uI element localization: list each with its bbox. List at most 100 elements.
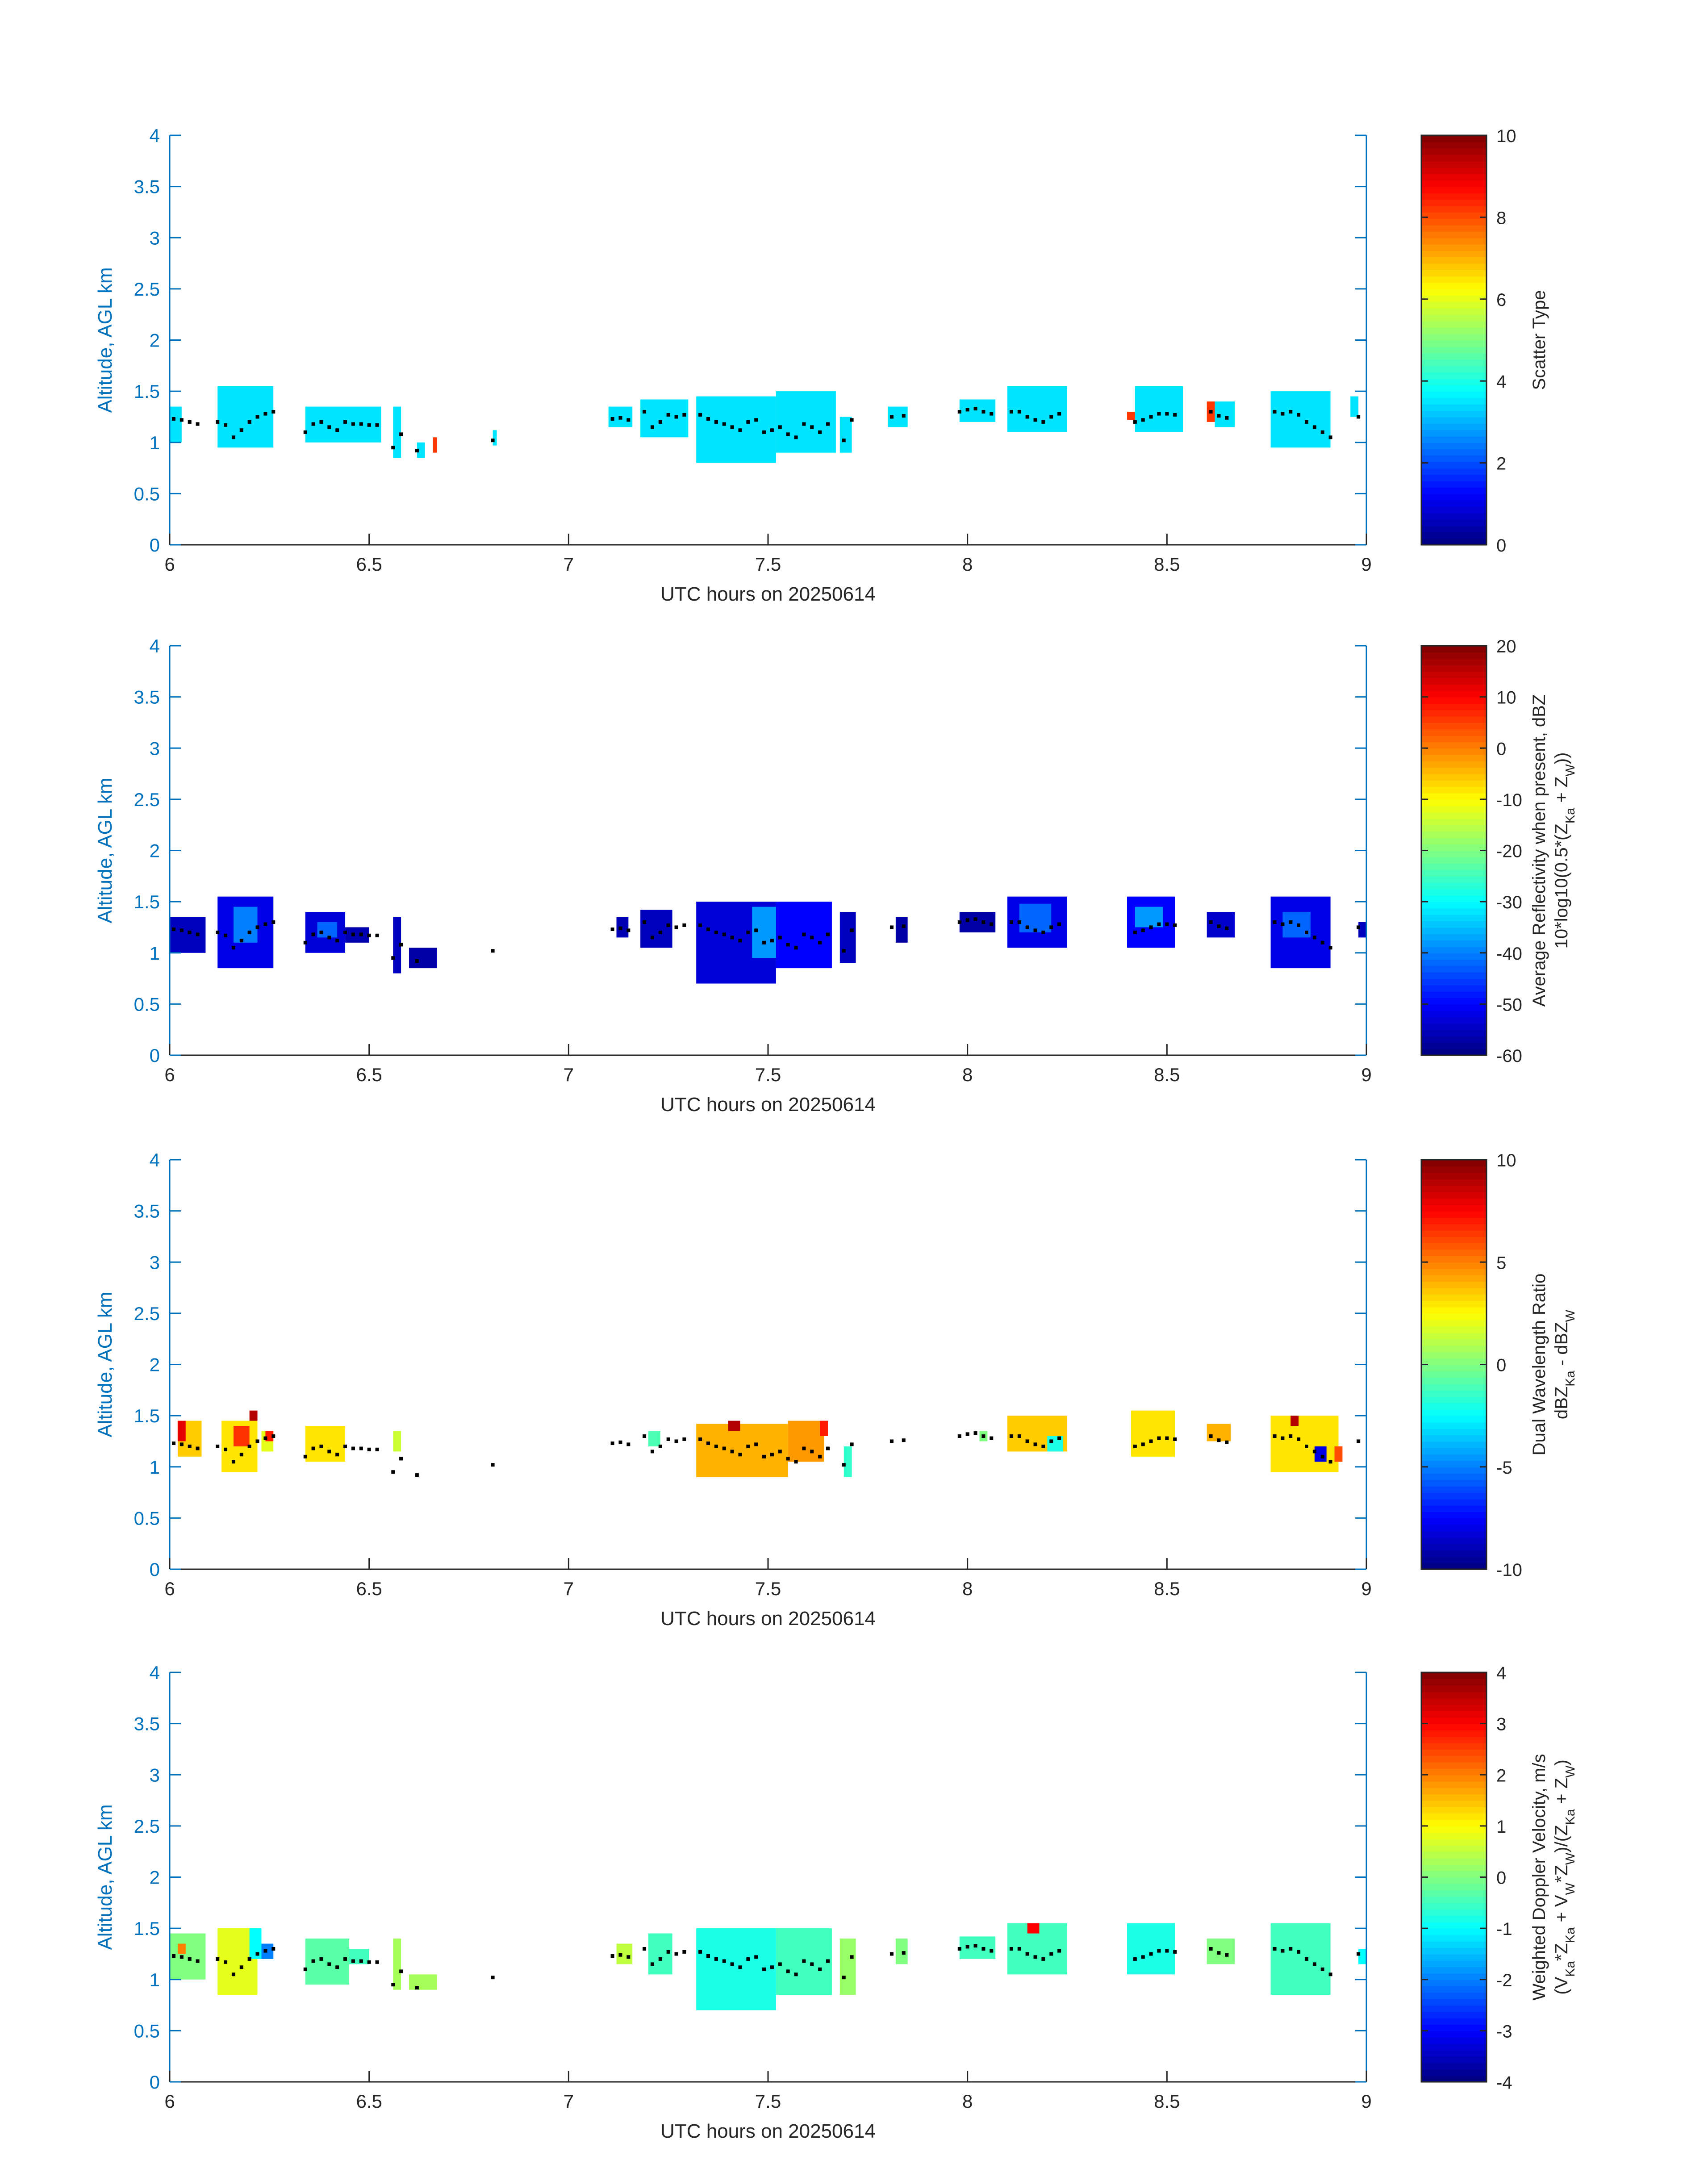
colorbar-band (1421, 748, 1487, 755)
colorbar-tick-label: -10 (1496, 1560, 1522, 1580)
colorbar-band (1421, 1736, 1487, 1743)
colorbar-band (1421, 1178, 1487, 1186)
cloud-base-marker (778, 1962, 782, 1966)
colorbar-band (1421, 532, 1487, 539)
colorbar-tick-label: -2 (1496, 1971, 1512, 1990)
colorbar-band (1421, 1390, 1487, 1397)
colorbar-band (1421, 1185, 1487, 1192)
colorbar-band (1421, 1255, 1487, 1263)
cloud-base-marker (889, 1952, 894, 1956)
y-tick-label: 1 (150, 432, 160, 453)
cloud-base-marker (415, 1473, 419, 1477)
cloud-base-marker (231, 1460, 235, 1464)
colorbar-band (1421, 276, 1487, 283)
colorbar-band (1421, 417, 1487, 424)
cloud-base-marker (1328, 1972, 1332, 1976)
colorbar-tick-label: 20 (1496, 637, 1516, 656)
heatmap-cell (1207, 1939, 1235, 1964)
colorbar-band (1421, 1672, 1487, 1680)
heatmap-cell (1334, 1446, 1343, 1462)
cloud-base-marker (335, 1965, 339, 1969)
colorbar-band (1421, 908, 1487, 915)
colorbar-band (1421, 372, 1487, 379)
cloud-base-marker (1217, 1951, 1221, 1955)
colorbar-band (1421, 1287, 1487, 1295)
colorbar-band (1421, 1518, 1487, 1525)
colorbar-band (1421, 850, 1487, 857)
cloud-base-marker (224, 933, 228, 937)
colorbar-band (1421, 959, 1487, 966)
colorbar-band (1421, 173, 1487, 181)
colorbar-band (1421, 449, 1487, 456)
cloud-base-marker (491, 1976, 495, 1980)
colorbar-band (1421, 1922, 1487, 1929)
cloud-base-marker (311, 422, 315, 426)
cloud-base-marker (674, 1952, 678, 1956)
colorbar-band (1421, 538, 1487, 545)
colorbar-band (1421, 1441, 1487, 1448)
colorbar-band (1421, 1396, 1487, 1404)
colorbar-band (1421, 1543, 1487, 1551)
heatmap-cell (177, 1943, 186, 1954)
colorbar-tick-label: 10 (1496, 1151, 1516, 1170)
cloud-base-marker (1025, 1952, 1029, 1956)
cloud-base-marker (786, 943, 790, 947)
cloud-base-marker (842, 1463, 846, 1467)
cloud-base-marker (1289, 1947, 1293, 1951)
colorbar-band (1421, 703, 1487, 710)
colorbar-band (1421, 199, 1487, 206)
x-tick-label: 9 (1361, 2091, 1371, 2112)
cloud-base-marker (367, 423, 371, 427)
x-tick-label: 6 (164, 1064, 175, 1085)
colorbar-band (1421, 1723, 1487, 1730)
colorbar-tick-label: 3 (1496, 1715, 1506, 1734)
colorbar-band (1421, 1416, 1487, 1423)
colorbar-band (1421, 1742, 1487, 1750)
y-tick-label: 0 (150, 535, 160, 556)
x-tick-label: 8 (962, 2091, 973, 2112)
colorbar-band (1421, 1883, 1487, 1891)
colorbar-band (1421, 1505, 1487, 1513)
colorbar-tick-label: 10 (1496, 688, 1516, 708)
colorbar-band (1421, 812, 1487, 819)
cloud-base-marker (1009, 920, 1013, 924)
cloud-base-marker (730, 1962, 734, 1966)
cloud-base-marker (990, 1436, 994, 1440)
cloud-base-marker (754, 928, 758, 932)
x-tick-label: 7 (564, 1578, 574, 1599)
cloud-base-marker (1217, 414, 1221, 418)
cloud-base-marker (1312, 1962, 1316, 1966)
colorbar-tick-label: -40 (1496, 944, 1522, 964)
cloud-base-marker (889, 415, 894, 419)
y-axis-label: Altitude, AGL km (94, 777, 116, 923)
heatmap-cell (261, 1943, 274, 1959)
cloud-base-marker (327, 1962, 331, 1966)
heatmap-cell (433, 437, 437, 453)
cloud-base-marker (610, 1442, 614, 1446)
colorbar-band (1421, 468, 1487, 475)
colorbar-band (1421, 1986, 1487, 1993)
cloud-base-marker (626, 418, 631, 422)
y-tick-label: 1 (150, 1969, 160, 1990)
cloud-base-marker (643, 409, 647, 414)
cloud-base-marker (714, 1957, 718, 1961)
cloud-base-marker (311, 932, 315, 936)
y-tick-label: 1.5 (134, 891, 160, 912)
colorbar-band (1421, 940, 1487, 947)
cloud-base-marker (1009, 409, 1013, 414)
colorbar-band (1421, 257, 1487, 264)
panel-4: 6 6.5 7 7.5 8 8.5 9 0 0.5 1 1.5 2 2.5 3 3.5 4 UTC hours … (94, 1662, 1578, 2142)
cloud-base-marker (239, 939, 243, 943)
cloud-base-marker (674, 925, 678, 929)
colorbar-band (1421, 1851, 1487, 1859)
cloud-base-marker (255, 1952, 259, 1956)
cloud-base-marker (738, 939, 742, 943)
colorbar-band (1421, 1967, 1487, 1974)
cloud-base-marker (319, 1444, 323, 1448)
colorbar-band (1421, 767, 1487, 774)
heatmap-cell (1027, 1923, 1040, 1934)
cloud-base-marker (810, 425, 814, 429)
colorbar-band (1421, 1409, 1487, 1417)
colorbar-band (1421, 1339, 1487, 1346)
colorbar-band (1421, 933, 1487, 941)
